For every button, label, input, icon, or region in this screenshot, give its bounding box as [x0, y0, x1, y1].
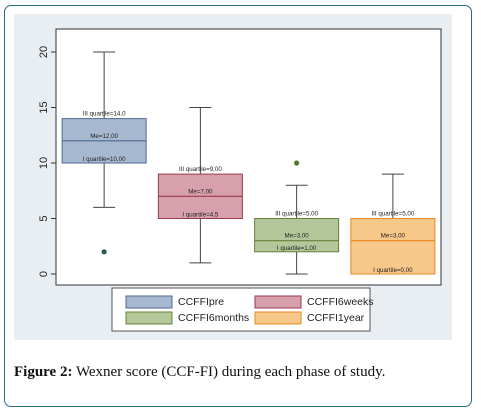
outlier-point [294, 160, 300, 166]
y-tick-label: 0 [38, 271, 50, 277]
caption-label: Figure 2: [14, 364, 73, 380]
y-axis: 0 5 10 15 20 [38, 46, 56, 277]
y-tick-label: 15 [38, 101, 50, 113]
box-CCFFI6months: III quartile=5,00 Me=3,00 I quartile=1,00 [254, 160, 340, 275]
median-annotation: Me=12,00 [90, 133, 118, 140]
y-tick-label: 10 [38, 157, 50, 169]
q1-annotation: I quartile=10,00 [83, 156, 126, 163]
box-CCFFI6weeks: III quartile=9,00 Me=7,00 I quartile=4,5 [157, 107, 243, 264]
figure-caption: Figure 2: Wexner score (CCF-FI) during e… [14, 364, 464, 381]
median-annotation: Me=3,00 [381, 233, 406, 240]
y-tick-label: 20 [38, 46, 50, 58]
outlier-point [101, 249, 107, 255]
legend-swatch [125, 295, 173, 309]
legend-item-CCFFI6months: CCFFI6months [125, 311, 249, 325]
legend-label: CCFFI1year [307, 312, 365, 324]
legend: CCFFIpre CCFFI6weeks CCFFI6months CCFFI1yea… [125, 295, 374, 325]
legend-swatch [254, 311, 302, 325]
legend-item-CCFFIpre: CCFFIpre [125, 295, 224, 309]
box-iqr [254, 218, 340, 253]
q3-annotation: III quartile=14,0 [83, 111, 126, 118]
boxes-layer: III quartile=14,0 Me=12,00 I quartile=10,0… [61, 51, 436, 275]
legend-label: CCFFI6weeks [307, 296, 374, 308]
caption-text: Wexner score (CCF-FI) during each phase … [72, 364, 386, 380]
legend-item-CCFFI6weeks: CCFFI6weeks [254, 295, 374, 309]
median-annotation: Me=7,00 [188, 188, 213, 195]
q1-annotation: I quartile=4,5 [182, 212, 219, 219]
legend-label: CCFFI6months [178, 312, 249, 324]
legend-item-CCFFI1year: CCFFI1year [254, 311, 365, 325]
box-iqr [350, 218, 436, 275]
legend-label: CCFFIpre [178, 296, 224, 308]
q3-annotation: III quartile=5,00 [275, 211, 318, 218]
box-CCFFIpre: III quartile=14,0 Me=12,00 I quartile=10,0… [61, 51, 147, 255]
legend-swatch [125, 311, 173, 325]
q3-annotation: III quartile=5,00 [371, 211, 414, 218]
box-CCFFI1year: III quartile=5,00 Me=3,00 I quartile=0,00 [350, 173, 436, 275]
q1-annotation: I quartile=0,00 [373, 267, 413, 274]
q1-annotation: I quartile=1,00 [277, 245, 317, 252]
y-tick-label: 5 [38, 215, 50, 221]
legend-swatch [254, 295, 302, 309]
q3-annotation: III quartile=9,00 [179, 166, 222, 173]
median-annotation: Me=3,00 [284, 233, 309, 240]
legend-box [111, 287, 371, 332]
